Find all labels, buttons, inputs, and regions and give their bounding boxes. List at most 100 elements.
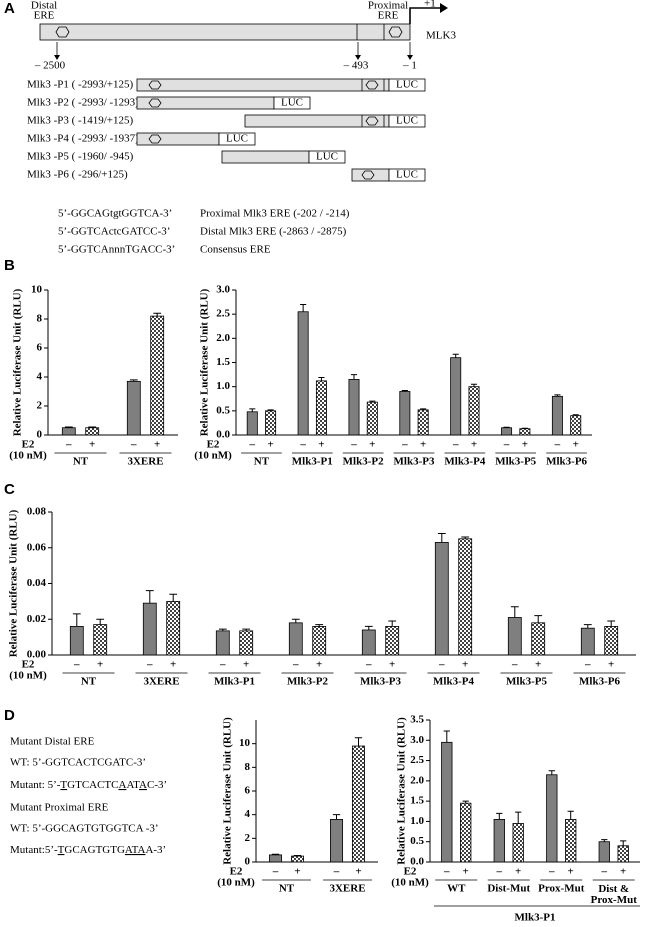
- sequence-description: Distal Mlk3 ERE (-2863 / -2875): [200, 226, 347, 238]
- mutated-base: A: [137, 844, 145, 856]
- ere-hexagon: [148, 80, 162, 90]
- position-label: – 1: [402, 60, 417, 72]
- treatment-sign: –: [443, 866, 450, 878]
- error-bar: [72, 613, 81, 627]
- ere-hexagon: [388, 26, 403, 38]
- y-axis-label: Relative Luciferase Unit (RLU): [12, 288, 24, 436]
- mutant-sequences: Mutant Distal ERE WT: 5’-GGTCACTCGATC-3’…: [10, 736, 167, 856]
- y-tick-label: 0: [245, 856, 251, 868]
- bar: [85, 427, 100, 436]
- luc-box: [308, 150, 346, 164]
- x-tick-label: Mlk3-P5: [506, 676, 547, 688]
- bar: [215, 630, 230, 656]
- bar: [150, 315, 165, 436]
- x-tick-label: Mlk3-P1: [292, 456, 333, 468]
- legend-subtitle: (10 nM): [9, 670, 47, 682]
- treatment-sign: +: [573, 439, 579, 451]
- treatment-sign: –: [219, 659, 226, 671]
- sequence-description: Consensus ERE: [200, 244, 271, 256]
- promoter-bar: [39, 23, 411, 41]
- mutant-prefix: Mutant:: [10, 844, 45, 856]
- y-tick-label: 4: [37, 371, 43, 383]
- treatment-sign: +: [267, 439, 273, 451]
- error-bar: [601, 839, 608, 842]
- construct-body: [221, 150, 310, 164]
- constructs: Mlk3 -P1 ( -2993/+125) LUC Mlk3 -P2 ( -299…: [27, 78, 426, 182]
- tss-label: +1: [424, 0, 436, 10]
- x-tick-label: NT: [254, 456, 270, 468]
- seq-part: C-3’: [147, 779, 167, 791]
- treatment-sign: –: [511, 659, 518, 671]
- construct-label: Mlk3 -P2 ( -2993/ -1293): [27, 97, 139, 109]
- bar: [361, 629, 376, 656]
- bar: [565, 819, 577, 863]
- y-tick-label: 1.5: [216, 356, 230, 368]
- bar: [265, 410, 277, 436]
- y-tick-label: 3.0: [410, 734, 424, 746]
- bar: [441, 741, 453, 863]
- error-bar: [510, 606, 519, 618]
- bar: [312, 626, 327, 656]
- error-bar: [607, 620, 616, 627]
- bar: [570, 415, 582, 436]
- y-tick-label: 10: [239, 737, 251, 749]
- bar: [239, 630, 254, 656]
- treatment-sign: +: [294, 866, 300, 878]
- y-tick-label: 1.0: [216, 380, 230, 392]
- bar: [61, 427, 76, 436]
- panel-label: A: [4, 0, 15, 17]
- luc-box: [218, 132, 256, 146]
- position-label: – 2500: [34, 60, 66, 72]
- error-bar: [572, 414, 579, 416]
- treatment-sign: –: [496, 866, 503, 878]
- error-bar: [350, 374, 358, 380]
- bar: [399, 391, 411, 436]
- construct-body: [136, 78, 390, 92]
- error-bar: [332, 814, 341, 820]
- y-tick-label: 1.0: [410, 815, 424, 827]
- y-axis-label: Relative Luciferase Unit (RLU): [199, 288, 211, 436]
- ere-hexagon: [365, 116, 379, 126]
- bar: [69, 626, 84, 656]
- treatment-sign: +: [318, 439, 324, 451]
- panel-label: D: [4, 707, 15, 724]
- seq-part: GCAGTGTG: [64, 844, 125, 856]
- bar: [458, 538, 473, 656]
- y-axis-label: Relative Luciferase Unit (RLU): [396, 717, 408, 865]
- legend-title: E2: [22, 659, 35, 671]
- y-tick-label: 0.5: [410, 835, 424, 847]
- x-tick-label: Dist & Prox-Mut: [591, 883, 638, 906]
- mutated-base: T: [60, 779, 67, 791]
- bar: [269, 854, 283, 863]
- ere-hexagon: [148, 98, 162, 108]
- treatment-sign: +: [369, 439, 375, 451]
- bar: [519, 428, 531, 436]
- error-bar: [315, 624, 324, 627]
- treatment-sign: +: [515, 866, 521, 878]
- treatment-sign: +: [522, 439, 528, 451]
- y-tick-label: 4: [245, 808, 251, 820]
- error-bar: [554, 394, 561, 397]
- treatment-sign: +: [389, 659, 395, 671]
- bar: [348, 379, 360, 436]
- y-tick-label: 0.00: [27, 649, 47, 661]
- sequence-description: Proximal Mlk3 ERE (-202 / -214): [200, 208, 350, 220]
- y-tick-label: 0: [37, 429, 43, 441]
- bar: [531, 622, 546, 656]
- x-tick-label: 3XERE: [143, 676, 179, 688]
- y-tick-label: 0.04: [27, 577, 47, 589]
- y-tick-label: 0.08: [27, 506, 47, 518]
- error-bar: [548, 770, 555, 775]
- treatment-sign: –: [333, 866, 340, 878]
- seq-part: GTCACTC: [67, 779, 118, 791]
- luc-label: LUC: [281, 97, 303, 109]
- y-tick-label: 2.5: [216, 308, 230, 320]
- treatment-sign: +: [462, 659, 468, 671]
- ere-hexagon: [365, 80, 379, 90]
- mutated-base: T: [58, 844, 65, 856]
- luc-label: LUC: [316, 151, 338, 163]
- seq-part: 5’-: [45, 844, 58, 856]
